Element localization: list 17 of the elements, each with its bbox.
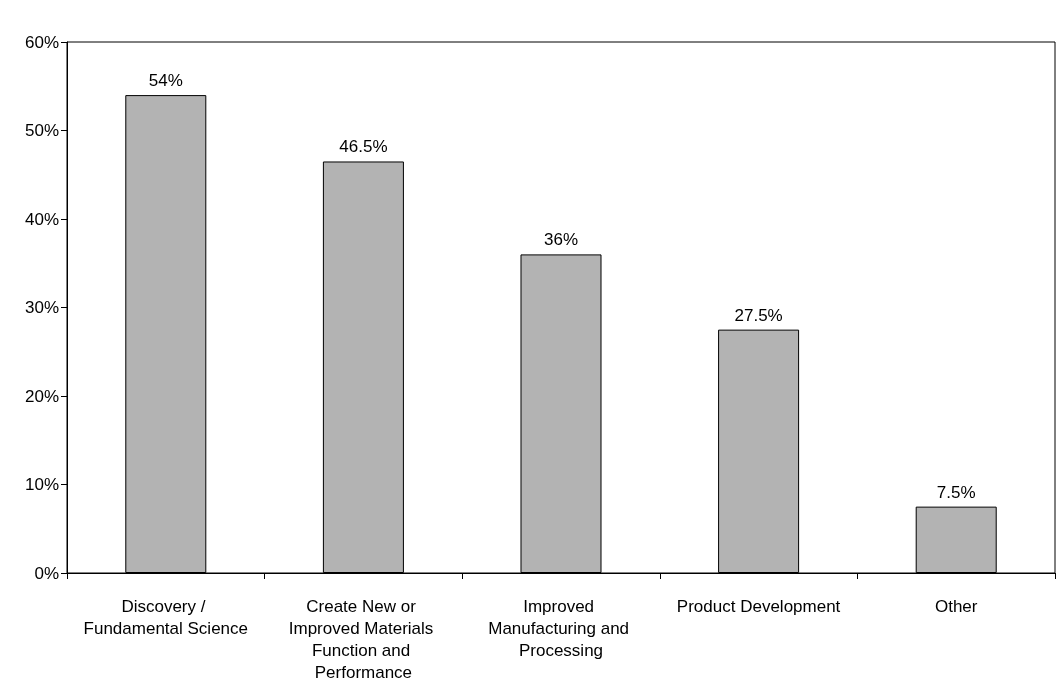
data-label: 54% — [148, 71, 183, 91]
x-tick-label: Other — [934, 596, 978, 616]
x-tick-label: Create New or Improved Materials Function and Performance — [288, 596, 439, 682]
data-label: 7.5% — [936, 482, 976, 502]
data-label: 27.5% — [734, 305, 783, 325]
y-tick-label: 10% — [24, 475, 59, 494]
data-label: 36% — [543, 230, 579, 250]
y-tick-label: 0% — [34, 563, 59, 583]
data-label: 46.5% — [339, 137, 388, 157]
x-tick-label: Product Development — [676, 596, 841, 616]
x-tick-label: Improved Manufacturing and Processing — [488, 596, 634, 660]
y-tick-label: 40% — [24, 209, 59, 229]
y-tick-label: 20% — [24, 386, 59, 406]
x-tick-label: Discovery / Fundamental Science — [83, 596, 249, 638]
y-tick-label: 60% — [24, 32, 59, 52]
y-tick-label: 30% — [24, 298, 59, 317]
y-tick-label: 50% — [24, 121, 59, 140]
